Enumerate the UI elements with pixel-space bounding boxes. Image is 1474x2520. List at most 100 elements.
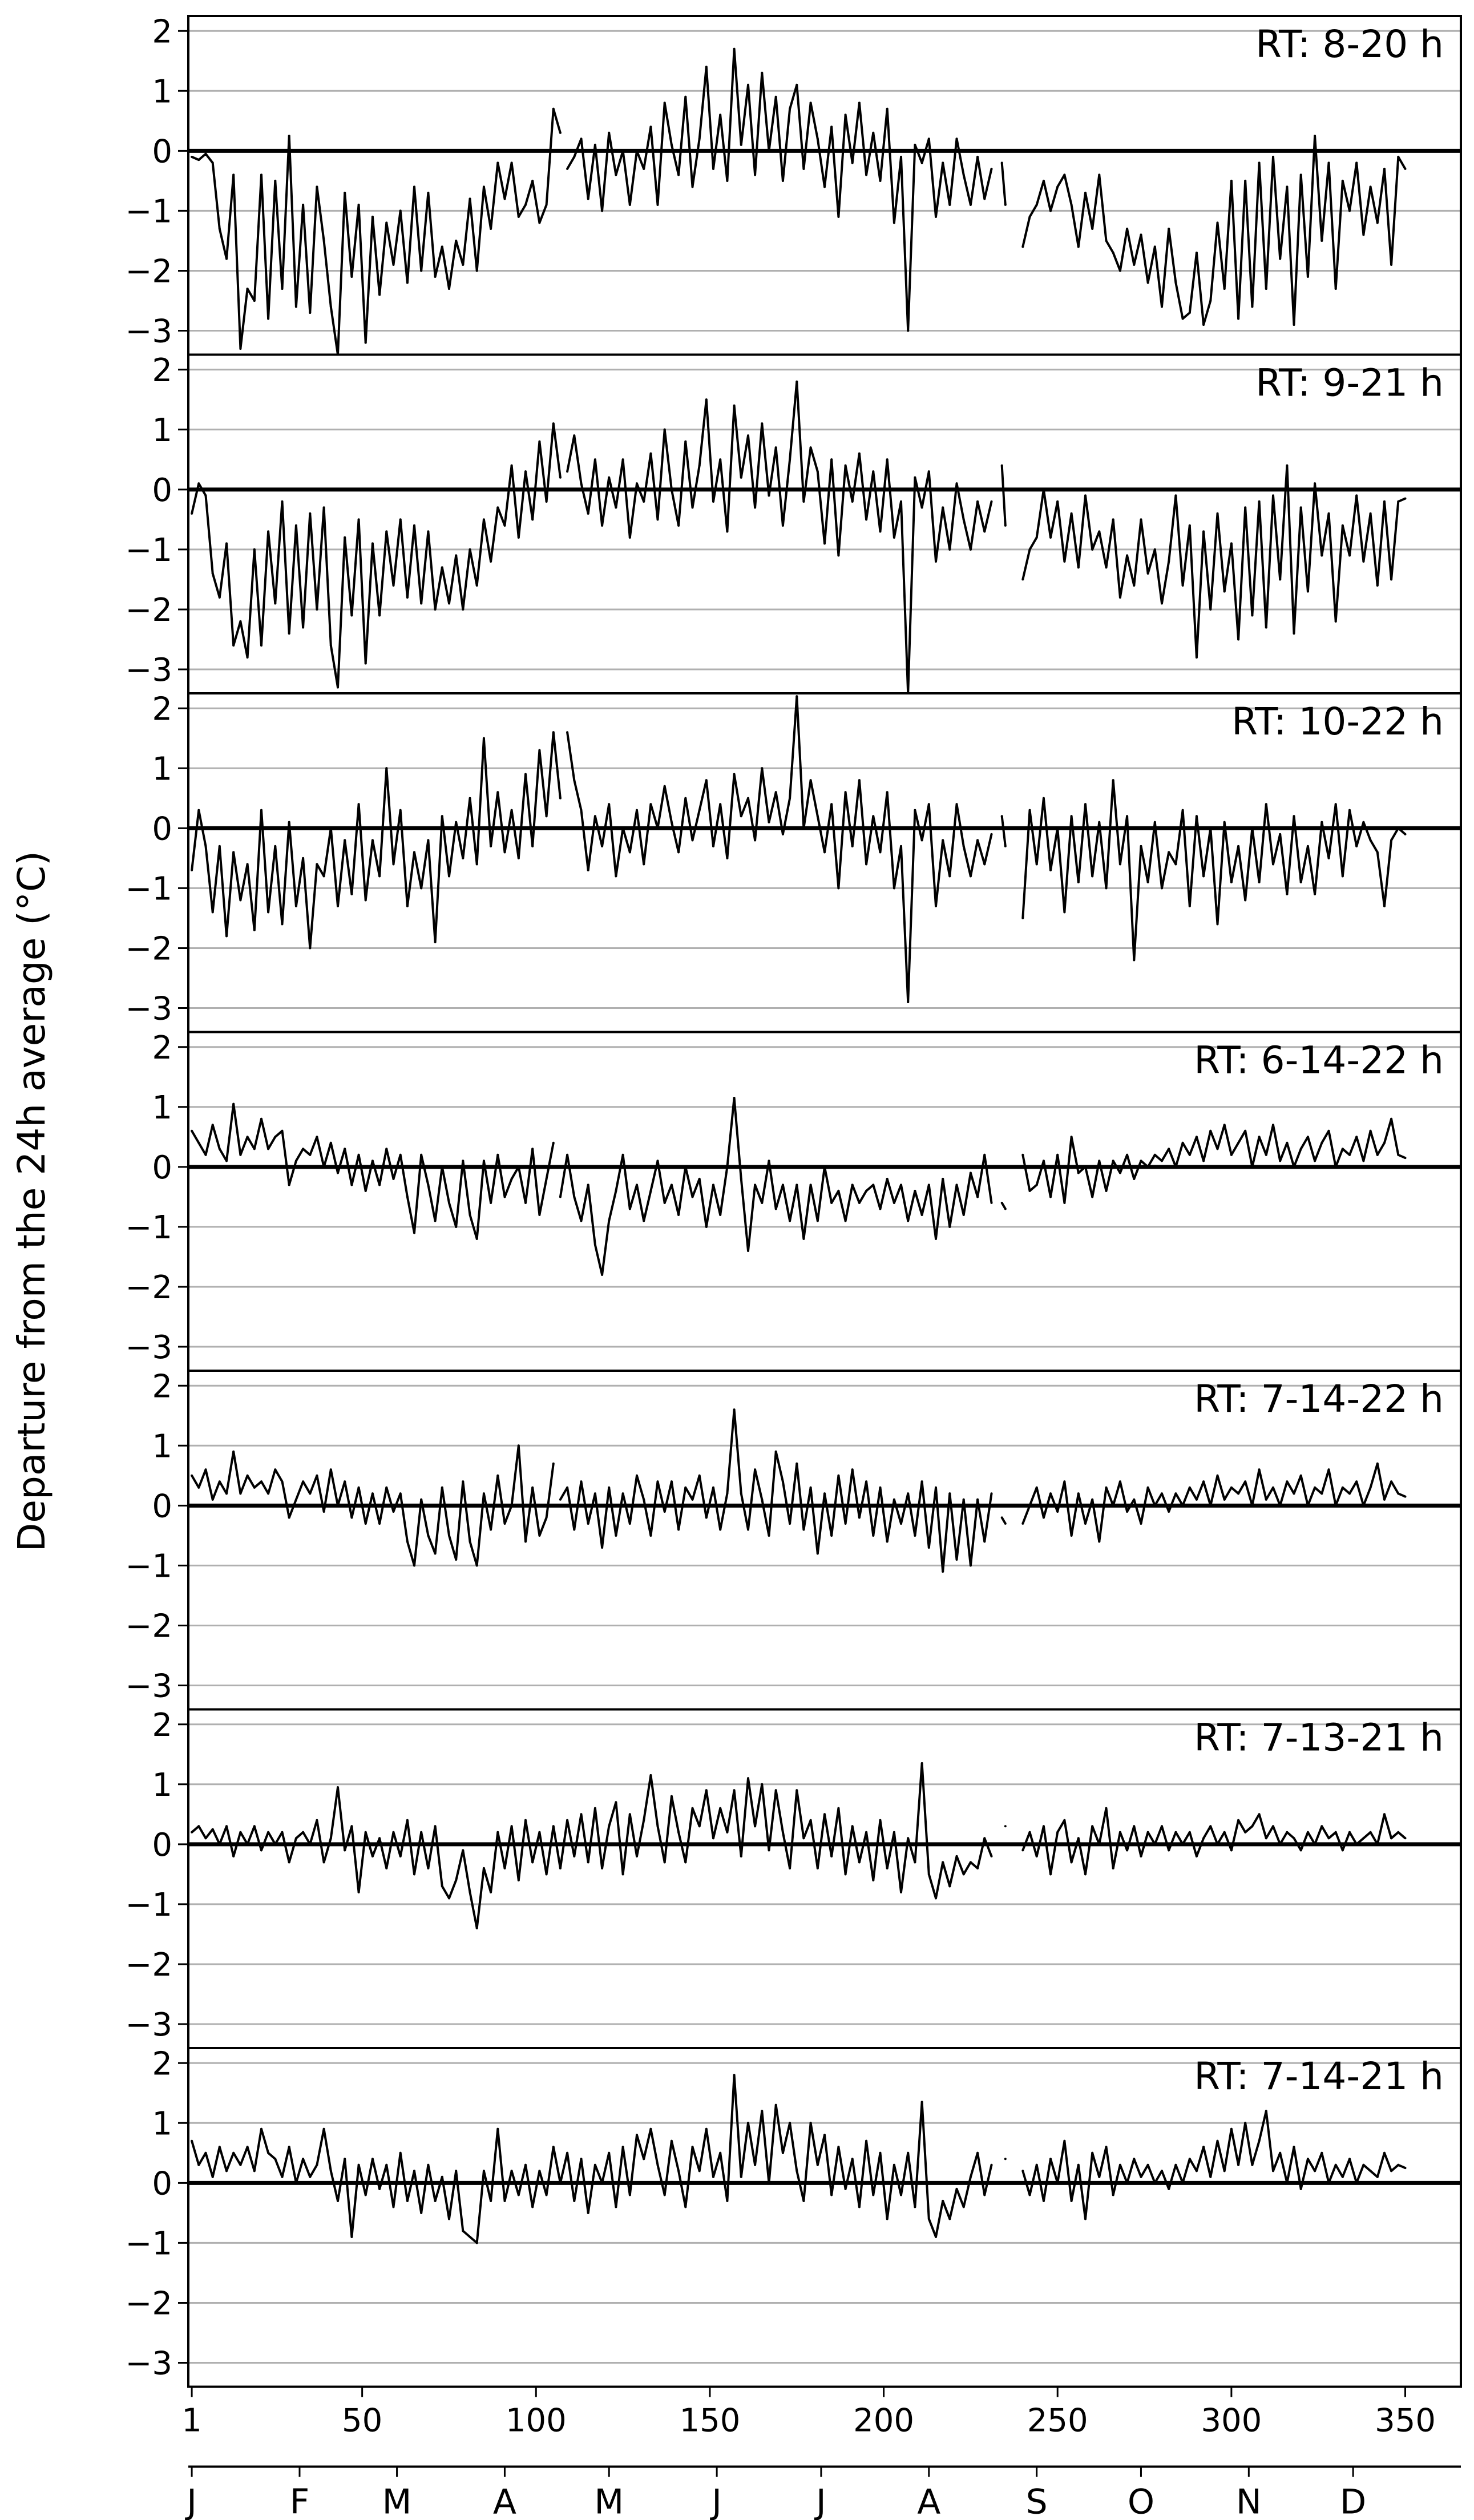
data-point xyxy=(253,548,256,551)
y-tick-label: −1 xyxy=(125,193,172,230)
data-point xyxy=(726,2199,729,2202)
data-point xyxy=(281,500,284,503)
data-point xyxy=(406,1196,409,1198)
data-point xyxy=(907,1492,910,1495)
data-point xyxy=(1216,512,1219,515)
data-point xyxy=(816,2163,819,2166)
data-point xyxy=(1174,1492,1177,1495)
panel: −3 −2 −1 0 1 2 RT: 7-14-21 h xyxy=(125,2045,1462,2388)
data-point xyxy=(969,1564,972,1567)
data-point xyxy=(1118,1172,1121,1174)
data-point xyxy=(1105,1189,1108,1192)
data-point xyxy=(1056,500,1059,503)
data-point xyxy=(1306,590,1309,593)
data-point xyxy=(900,845,902,847)
data-point xyxy=(191,869,193,871)
data-point xyxy=(1355,845,1358,847)
data-point xyxy=(823,542,826,545)
data-point xyxy=(371,839,374,842)
data-point xyxy=(1004,845,1007,847)
data-point xyxy=(1091,1196,1094,1198)
data-point xyxy=(441,1165,443,1168)
y-tick-label: 1 xyxy=(152,1089,172,1126)
data-point xyxy=(1181,1141,1184,1144)
data-point xyxy=(1105,566,1108,569)
data-point xyxy=(1383,167,1386,170)
data-point xyxy=(1161,1160,1163,1162)
data-point xyxy=(636,1855,638,1857)
data-point xyxy=(684,797,687,799)
data-point xyxy=(844,114,847,116)
data-point xyxy=(677,173,680,176)
data-point xyxy=(337,2199,339,2202)
data-point xyxy=(475,863,478,866)
data-point xyxy=(316,1474,318,1477)
data-point xyxy=(691,1807,694,1810)
data-point xyxy=(552,422,555,425)
data-point xyxy=(413,2170,415,2172)
data-point xyxy=(1237,1492,1240,1495)
data-point xyxy=(524,2163,527,2166)
data-point xyxy=(1188,1486,1191,1489)
data-point xyxy=(434,940,437,943)
data-point xyxy=(1049,536,1052,539)
data-point xyxy=(1348,2158,1351,2160)
data-point xyxy=(253,928,256,931)
data-point xyxy=(691,2146,694,2149)
data-point xyxy=(1223,1124,1226,1126)
data-point xyxy=(1320,1825,1323,1828)
data-point xyxy=(378,875,381,878)
data-point xyxy=(1306,2158,1309,2160)
data-point xyxy=(774,2103,777,2106)
data-point xyxy=(552,1825,555,1828)
data-point xyxy=(1112,518,1114,521)
data-point xyxy=(1265,288,1267,290)
data-point xyxy=(1140,2175,1142,2178)
data-point xyxy=(1021,245,1024,248)
data-point xyxy=(1063,1201,1066,1204)
data-point xyxy=(754,1825,757,1828)
data-point xyxy=(232,2151,235,2154)
y-tick-label: 1 xyxy=(152,750,172,788)
data-point xyxy=(559,1867,562,1869)
data-point xyxy=(260,1480,263,1483)
data-point xyxy=(1293,1492,1295,1495)
data-point xyxy=(893,1201,895,1204)
data-point xyxy=(1348,209,1351,212)
data-point xyxy=(761,71,764,74)
data-point xyxy=(559,2182,562,2184)
data-point xyxy=(344,1148,346,1150)
y-tick-label: 2 xyxy=(152,1368,172,1405)
data-point xyxy=(920,2101,923,2103)
data-point xyxy=(580,2158,583,2160)
data-point xyxy=(733,2074,736,2077)
data-point xyxy=(322,1861,325,1864)
y-tick-label: −3 xyxy=(125,2345,172,2382)
data-point xyxy=(719,1213,722,1216)
data-point xyxy=(232,1102,235,1105)
data-point xyxy=(1327,1837,1330,1840)
data-point xyxy=(1140,845,1142,847)
series-line xyxy=(191,1097,1406,1276)
data-point xyxy=(364,1522,367,1525)
data-point xyxy=(795,695,798,698)
data-point xyxy=(1146,1486,1149,1489)
data-point xyxy=(781,833,784,835)
data-point xyxy=(809,1819,812,1822)
data-point xyxy=(434,1825,437,1828)
data-point xyxy=(204,152,207,155)
data-point xyxy=(1153,1153,1156,1156)
data-point xyxy=(469,548,471,551)
data-point xyxy=(1188,312,1191,314)
data-point xyxy=(781,1480,784,1483)
data-point xyxy=(1362,1160,1365,1162)
y-tick-label: 1 xyxy=(152,1767,172,1804)
data-point xyxy=(1118,1831,1121,1834)
data-point xyxy=(1272,1825,1274,1828)
data-point xyxy=(747,1249,749,1252)
data-point xyxy=(191,1129,193,1132)
data-point xyxy=(691,506,694,509)
data-point xyxy=(1021,1153,1024,1156)
data-point xyxy=(1355,1843,1358,1845)
data-point xyxy=(649,126,652,128)
